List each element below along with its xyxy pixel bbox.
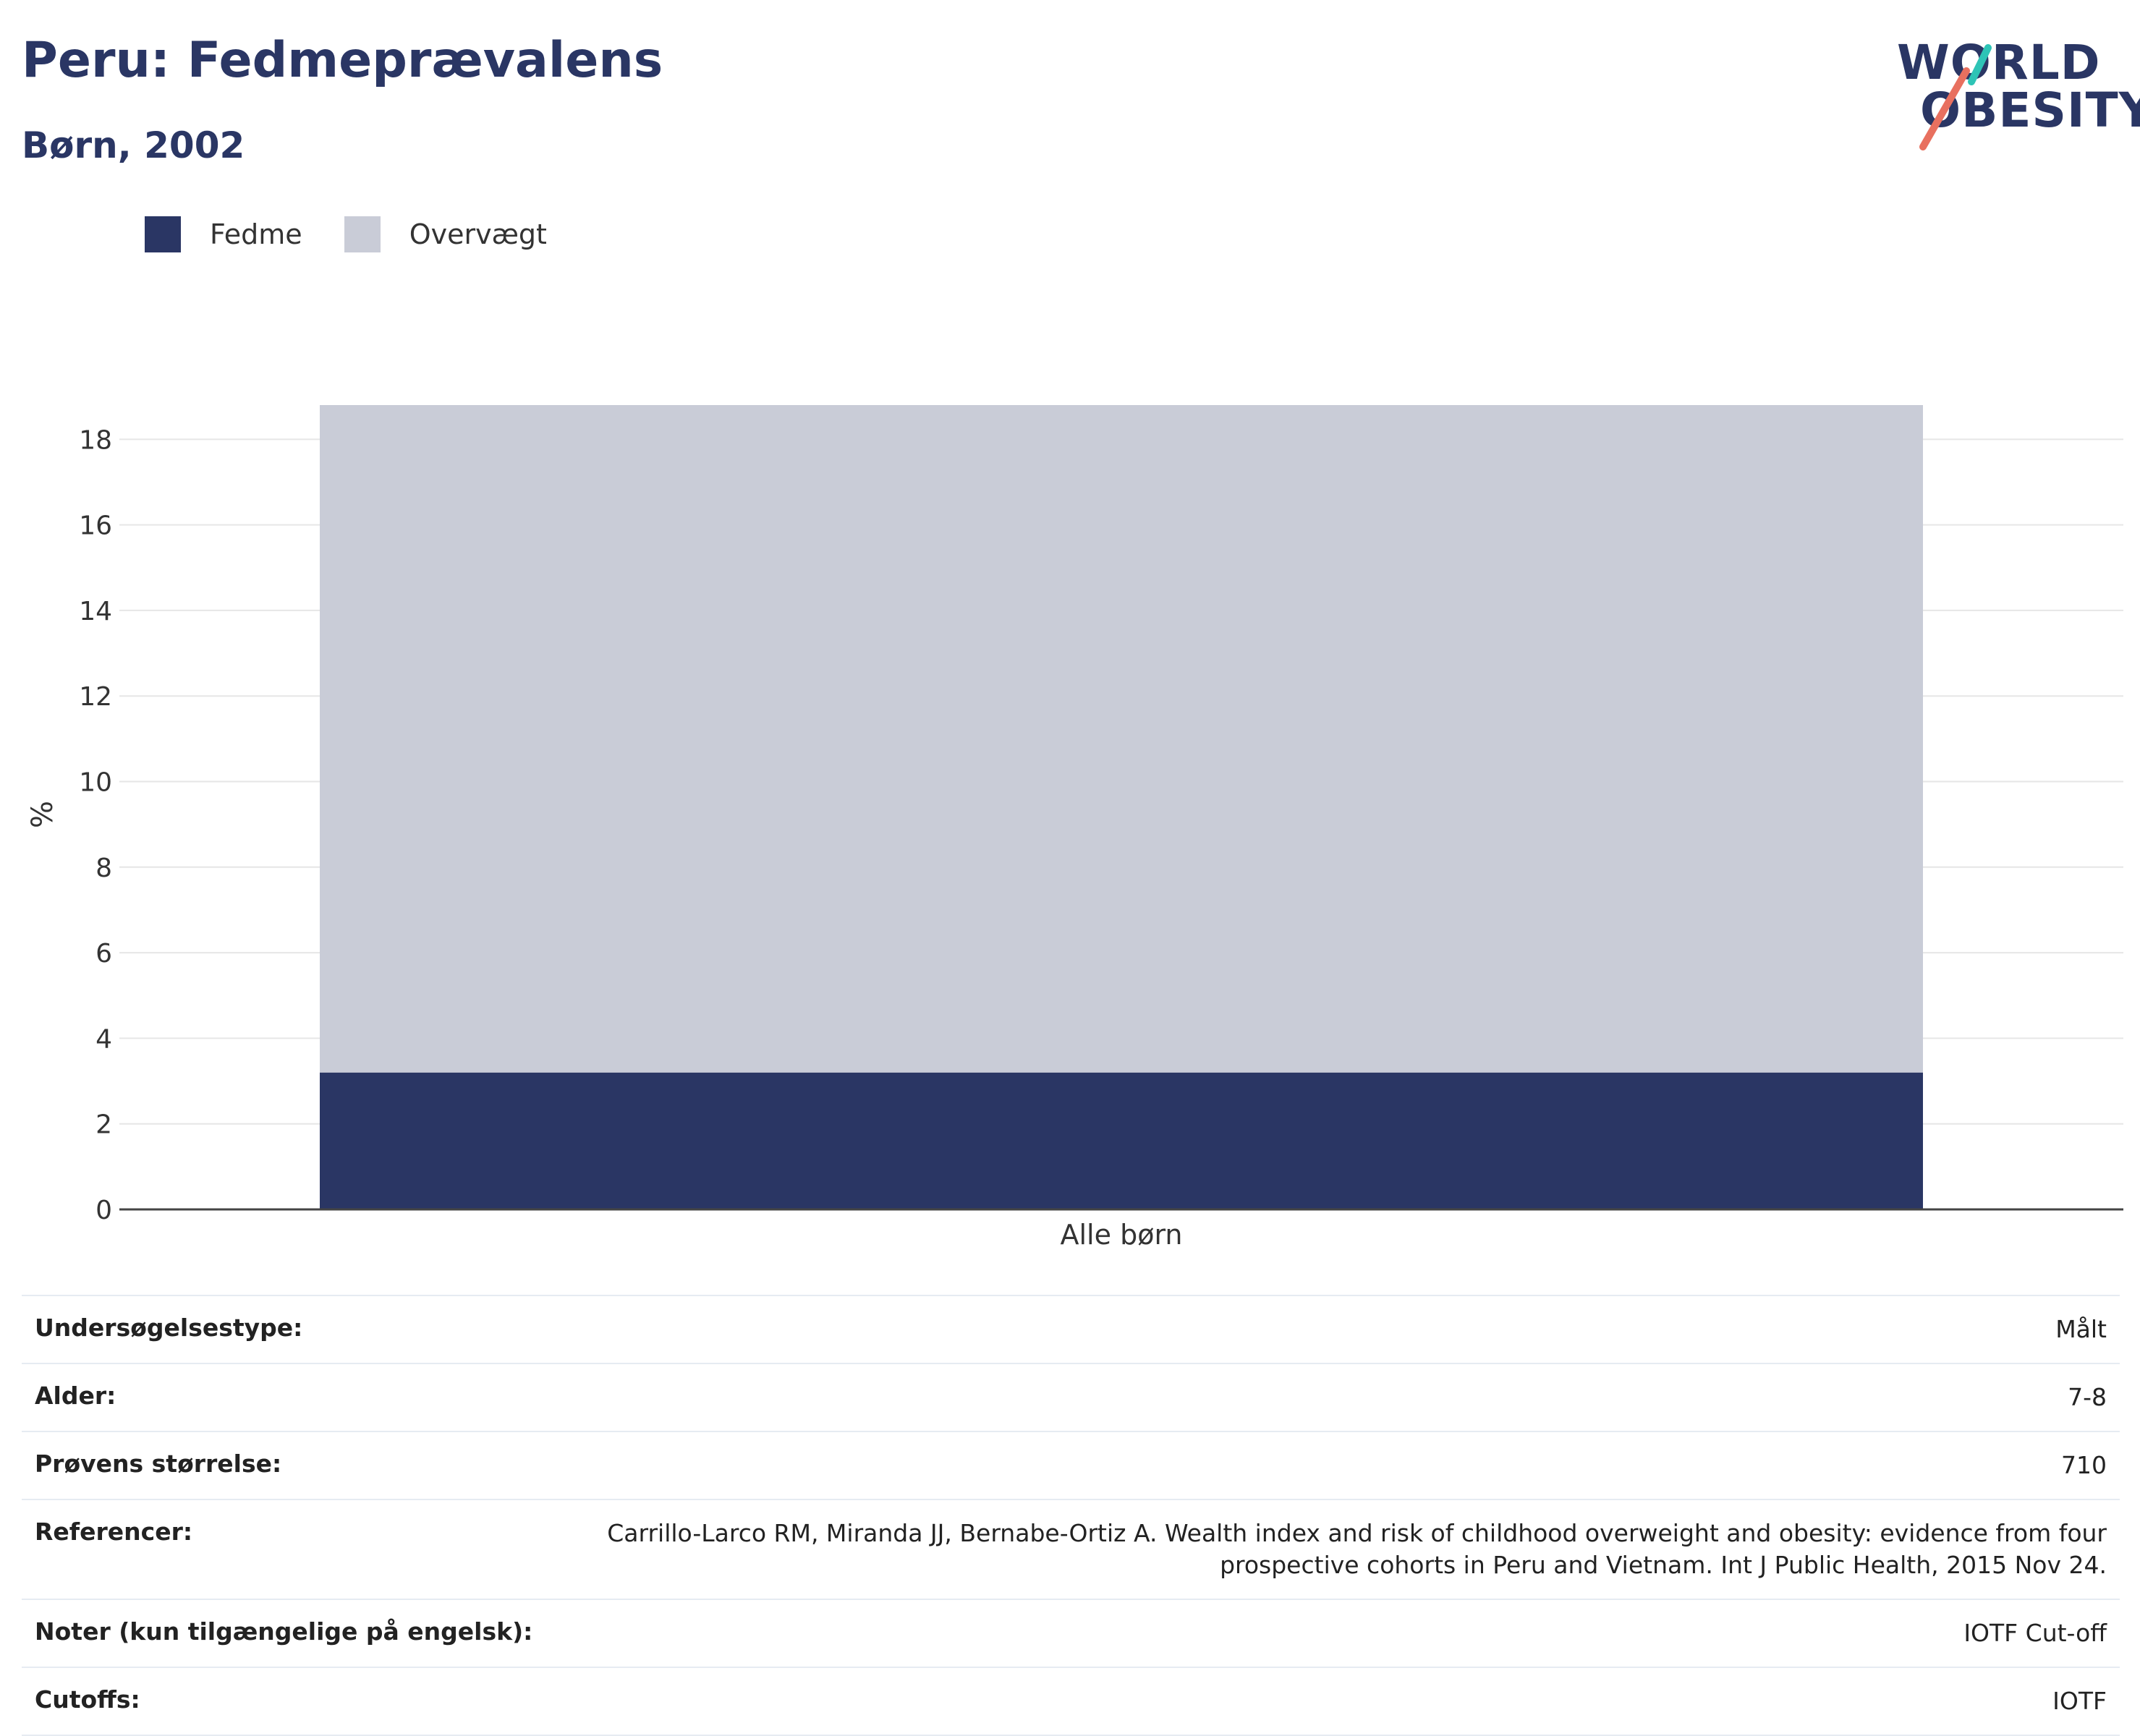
y-tick-label: 16 xyxy=(79,511,112,541)
page-subtitle: Børn, 2002 xyxy=(22,124,245,166)
info-row-survey-type: Undersøgelsestype: Målt xyxy=(22,1295,2120,1363)
y-tick-label: 6 xyxy=(95,939,112,969)
info-value: Carrillo-Larco RM, Miranda JJ, Bernabe-O… xyxy=(607,1519,2107,1579)
info-row-cutoffs: Cutoffs: IOTF xyxy=(22,1667,2120,1736)
info-row-sample-size: Prøvens størrelse: 710 xyxy=(22,1431,2120,1499)
info-row-age: Alder: 7-8 xyxy=(22,1363,2120,1431)
legend-item-fedme[interactable]: Fedme xyxy=(145,216,302,252)
info-key: Noter (kun tilgængelige på engelsk): xyxy=(35,1617,533,1646)
x-category-label: Alle børn xyxy=(1061,1219,1183,1251)
y-tick-label: 0 xyxy=(95,1196,112,1225)
chart-legend: Fedme Overvægt xyxy=(145,216,589,253)
page-title: Peru: Fedmeprævalens xyxy=(22,32,663,89)
legend-swatch-overvaegt xyxy=(344,216,381,252)
legend-swatch-fedme xyxy=(145,216,181,252)
legend-item-overvaegt[interactable]: Overvægt xyxy=(344,216,547,252)
y-tick-label: 18 xyxy=(79,425,112,455)
y-tick-label: 10 xyxy=(79,768,112,798)
info-key: Referencer: xyxy=(35,1518,193,1546)
info-value: Målt xyxy=(2055,1315,2107,1343)
info-key: Alder: xyxy=(35,1382,116,1410)
survey-info-table: Undersøgelsestype: Målt Alder: 7-8 Prøve… xyxy=(22,1295,2120,1736)
y-tick-label: 14 xyxy=(79,597,112,626)
info-row-references: Referencer: Carrillo-Larco RM, Miranda J… xyxy=(22,1499,2120,1599)
bar-chart: 0 2 4 6 8 10 12 14 16 18 Alle børn% xyxy=(26,405,2123,1251)
bar-fedme xyxy=(320,1072,1923,1209)
info-key: Prøvens størrelse: xyxy=(35,1450,282,1478)
legend-label-fedme: Fedme xyxy=(210,218,302,250)
y-axis-label: % xyxy=(26,801,59,828)
info-value: IOTF xyxy=(2052,1687,2107,1715)
info-key: Cutoffs: xyxy=(35,1685,140,1714)
bar-overvægt xyxy=(320,405,1923,1073)
info-value: 7-8 xyxy=(2068,1383,2107,1411)
y-tick-label: 8 xyxy=(95,854,112,883)
info-value: 710 xyxy=(2061,1451,2107,1479)
info-row-notes: Noter (kun tilgængelige på engelsk): IOT… xyxy=(22,1599,2120,1667)
y-tick-label: 4 xyxy=(95,1024,112,1054)
info-key: Undersøgelsestype: xyxy=(35,1314,303,1342)
world-obesity-logo: WORLD OBESITY xyxy=(1881,20,2140,158)
info-value: IOTF Cut-off xyxy=(1963,1619,2107,1647)
logo-slash-icon xyxy=(1919,44,1992,150)
legend-label-overvaegt: Overvægt xyxy=(409,218,547,250)
y-tick-label: 12 xyxy=(79,682,112,712)
logo-text-world: WORLD xyxy=(1897,35,2101,90)
y-tick-label: 2 xyxy=(95,1110,112,1140)
